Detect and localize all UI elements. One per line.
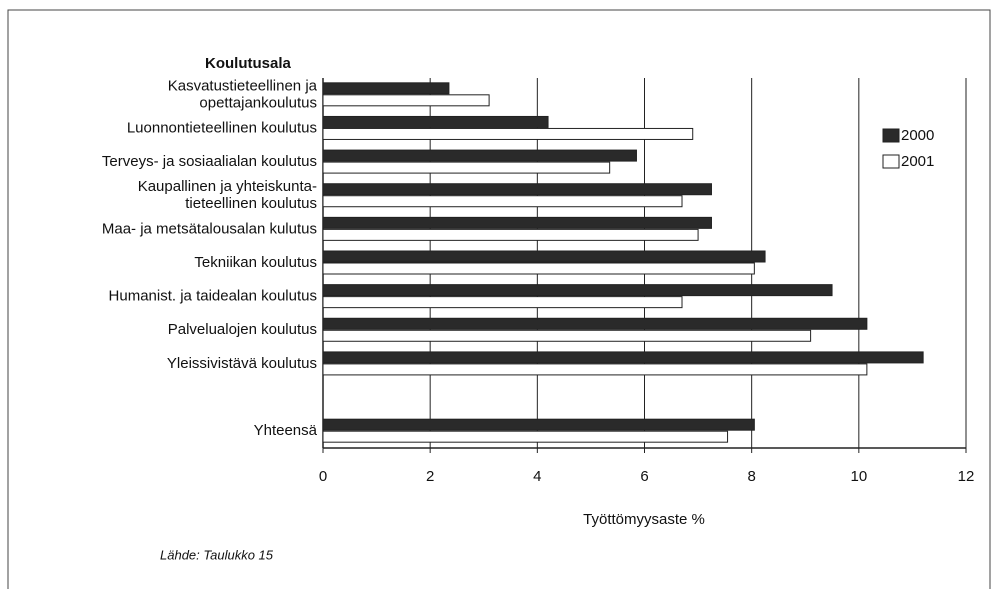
y-tick-label: Kasvatustieteellinen ja opettajankoulutus: [168, 77, 318, 111]
bar: [322, 149, 637, 162]
legend-swatch: [882, 128, 900, 143]
y-tick-label: Kaupallinen ja yhteiskunta-tieteellinen …: [138, 178, 317, 212]
x-tick-label: 6: [640, 468, 648, 485]
legend-label: 2001: [901, 153, 934, 170]
bar: [322, 195, 683, 208]
bar: [322, 161, 611, 174]
y-tick-label: Humanist. ja taidealan koulutus: [109, 288, 317, 305]
bar: [322, 351, 924, 364]
bar: [322, 216, 712, 229]
bar: [322, 82, 450, 95]
legend-label: 2000: [901, 127, 934, 144]
bar: [322, 250, 766, 263]
y-tick-label: Yleissivistävä koulutus: [167, 355, 317, 372]
y-tick-label: Maa- ja metsätalousalan kulutus: [102, 220, 317, 237]
bar: [322, 329, 812, 342]
legend-swatch: [882, 154, 900, 169]
bar: [322, 284, 833, 297]
x-axis-label: Työttömyysaste %: [583, 511, 705, 528]
bar: [322, 430, 729, 443]
bar: [322, 94, 490, 107]
x-tick-label: 4: [533, 468, 541, 485]
bar: [322, 363, 868, 376]
source: Lähde: Taulukko 15: [160, 547, 274, 562]
y-tick-label: Tekniikan koulutus: [194, 254, 317, 271]
frame: [7, 9, 991, 589]
x-tick-label: 10: [850, 468, 867, 485]
x-tick-label: 8: [747, 468, 755, 485]
bar: [322, 115, 549, 128]
y-tick-label: Yhteensä: [254, 422, 318, 439]
y-tick-label: Luonnontieteellinen koulutus: [127, 119, 317, 136]
bar: [322, 262, 755, 275]
bar: [322, 127, 694, 140]
y-tick-label: Terveys- ja sosiaalialan koulutus: [102, 153, 317, 170]
bar: [322, 418, 755, 431]
x-tick-label: 2: [426, 468, 434, 485]
x-tick-label: 12: [958, 468, 975, 485]
bar: [322, 317, 868, 330]
y-tick-label: Palvelualojen koulutus: [168, 321, 317, 338]
bar: [322, 228, 699, 241]
x-tick-label: 0: [319, 468, 327, 485]
bar: [322, 183, 712, 196]
bar: [322, 296, 683, 309]
y-axis-title: Koulutusala: [205, 55, 291, 72]
